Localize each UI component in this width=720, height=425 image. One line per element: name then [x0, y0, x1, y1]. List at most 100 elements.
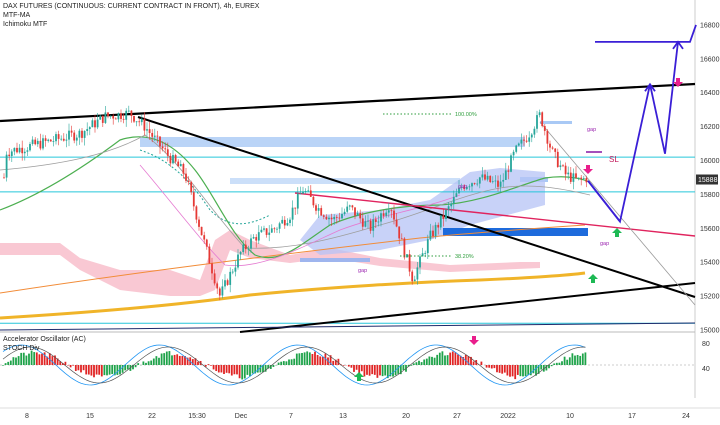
- fib-38-label: 38.20%: [455, 254, 474, 260]
- osc-bar: [540, 365, 543, 370]
- candle-body: [361, 218, 364, 227]
- candle-body: [117, 113, 120, 120]
- candle-body: [320, 208, 323, 216]
- candle-body: [455, 193, 458, 197]
- osc-bar: [178, 355, 181, 365]
- candle-body: [580, 177, 583, 179]
- candle-body: [221, 286, 224, 296]
- osc-bar: [553, 363, 556, 365]
- candle-body: [190, 182, 193, 193]
- oscillator-label-stoch: STOCH Div: [3, 345, 40, 352]
- candle-body: [101, 115, 104, 123]
- osc-bar: [277, 362, 280, 365]
- candle-body: [341, 214, 343, 219]
- osc-bar: [399, 365, 402, 375]
- candle-body: [281, 219, 284, 224]
- osc-bar: [527, 365, 530, 375]
- osc-bar: [168, 351, 171, 365]
- candle-body: [330, 217, 333, 220]
- osc-bar: [332, 360, 335, 365]
- candle-body: [156, 135, 159, 137]
- candle-body: [481, 174, 484, 178]
- indicator-label-ichimoku: Ichimoku MTF: [3, 21, 48, 28]
- candle-body: [192, 192, 195, 207]
- x-tick-label: 8: [25, 413, 29, 420]
- candle-body: [549, 143, 551, 148]
- x-tick-label: 10: [566, 413, 574, 420]
- osc-bar: [28, 353, 30, 365]
- candle-body: [335, 216, 338, 218]
- candle-body: [304, 191, 307, 192]
- candle-body: [244, 244, 247, 250]
- candle-body: [494, 180, 497, 182]
- osc-bar: [459, 355, 462, 365]
- osc-bar: [158, 357, 160, 365]
- candle-body: [562, 165, 564, 167]
- candle-body: [400, 238, 403, 240]
- candle-body: [179, 164, 182, 167]
- candle-body: [57, 134, 60, 139]
- ichimoku-cloud: [0, 230, 540, 296]
- candle-body: [291, 207, 294, 220]
- ma-green-line: [0, 136, 591, 259]
- x-tick-label: 24: [682, 413, 690, 420]
- candle-body: [369, 220, 372, 231]
- candle-body: [247, 248, 250, 250]
- candle-body: [268, 232, 271, 235]
- candle-body: [252, 237, 255, 239]
- candle-body: [294, 207, 297, 209]
- ichimoku-dotted-line: [139, 149, 271, 225]
- osc-bar: [457, 354, 459, 365]
- osc-bar: [204, 365, 207, 367]
- osc-bar: [566, 359, 569, 365]
- osc-bar: [210, 365, 212, 366]
- candle-body: [29, 143, 31, 151]
- candle-body: [138, 121, 141, 123]
- candle-body: [372, 219, 375, 231]
- osc-bar: [215, 365, 218, 372]
- candle-body: [23, 151, 26, 154]
- osc-bar: [454, 352, 457, 365]
- candle-body: [312, 196, 315, 206]
- candle-body: [403, 238, 406, 258]
- candle-body: [411, 271, 414, 282]
- osc-bar: [386, 365, 389, 379]
- osc-bar: [269, 365, 272, 369]
- candle-body: [49, 139, 52, 142]
- bottom-support-line: [0, 322, 696, 331]
- osc-bar: [184, 356, 186, 365]
- candle-body: [44, 138, 47, 141]
- candle-body: [533, 128, 536, 135]
- candle-body: [260, 229, 263, 233]
- candle-body: [393, 210, 395, 220]
- candle-body: [497, 180, 499, 187]
- candle-body: [224, 280, 226, 287]
- candles-group: [3, 105, 588, 301]
- osc-bar: [267, 365, 270, 369]
- candle-body: [104, 112, 107, 123]
- candle-body: [577, 177, 580, 179]
- osc-bar: [30, 350, 33, 365]
- osc-bar: [358, 365, 361, 374]
- candle-body: [52, 141, 55, 143]
- candle-body: [276, 228, 278, 230]
- osc-bar: [493, 365, 496, 369]
- candle-body: [585, 178, 588, 183]
- candle-body: [68, 130, 70, 140]
- candle-body: [374, 219, 377, 222]
- osc-bar: [545, 365, 548, 371]
- candle-body: [523, 139, 525, 141]
- osc-bar: [548, 365, 550, 369]
- upper-trendline: [0, 82, 696, 123]
- osc-bar: [485, 365, 488, 368]
- y-tick-label: 15000: [700, 328, 720, 335]
- candle-body: [559, 165, 562, 167]
- osc-bar: [293, 358, 296, 365]
- candle-body: [325, 216, 328, 220]
- osc-bar: [163, 353, 166, 365]
- osc-bar: [142, 361, 145, 365]
- osc-bar: [314, 351, 316, 365]
- candle-body: [146, 129, 148, 131]
- zone-band: [540, 121, 572, 124]
